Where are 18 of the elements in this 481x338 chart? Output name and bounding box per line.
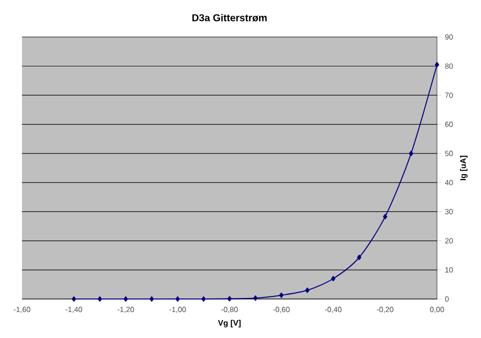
point xyxy=(72,296,76,302)
point xyxy=(201,296,206,302)
point xyxy=(408,150,414,156)
chart-title: D3a Gitterstrøm xyxy=(192,14,267,22)
y-axis-title: Ig [uA] xyxy=(460,156,468,180)
point xyxy=(175,296,180,302)
point xyxy=(124,296,128,302)
point xyxy=(434,62,440,68)
point xyxy=(331,276,336,282)
point xyxy=(227,296,232,302)
point xyxy=(382,214,388,220)
x-axis-title: Vg [V] xyxy=(218,320,241,328)
point xyxy=(98,296,102,302)
point xyxy=(279,292,284,298)
point xyxy=(357,254,362,260)
point xyxy=(253,295,258,301)
point xyxy=(150,296,154,302)
point xyxy=(305,288,310,293)
